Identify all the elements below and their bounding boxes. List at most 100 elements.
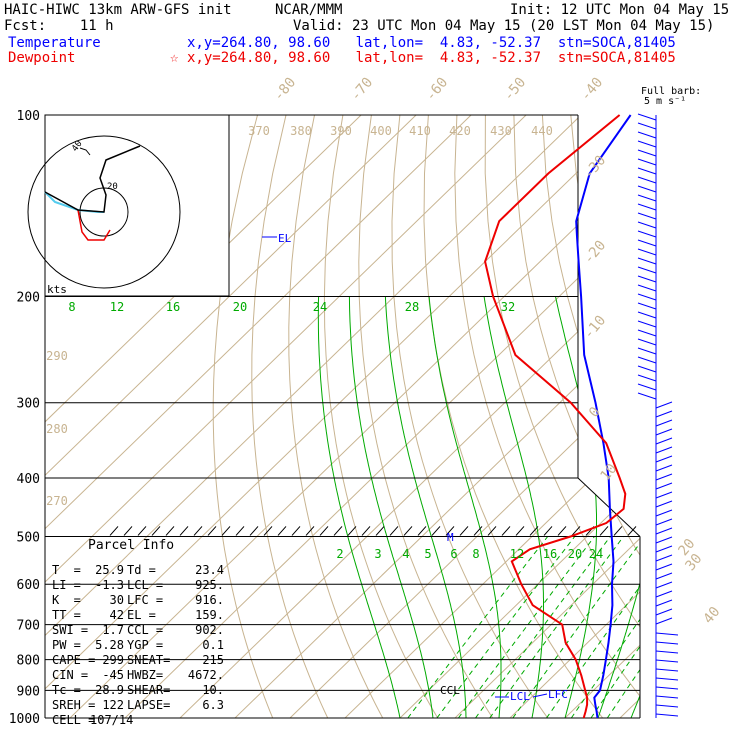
parcel-info-cell: 122: [102, 698, 124, 712]
moist-adiabat: [317, 296, 401, 718]
level-marker: LFC: [548, 688, 568, 701]
wind-barb: [637, 248, 657, 256]
mixing-ratio-label: 28: [405, 300, 419, 314]
wind-barb: [637, 185, 657, 193]
isotherm-line: [45, 115, 582, 718]
theta-label: 390: [330, 124, 352, 138]
pressure-label: 300: [17, 397, 40, 412]
isotherm-line: [234, 115, 640, 718]
hodograph-ring-outer: [27, 135, 181, 289]
parcel-info-cell: Td =: [127, 563, 156, 577]
theta-label: 400: [370, 124, 392, 138]
wind-barb: [655, 455, 673, 463]
hatch-mark: [473, 526, 483, 536]
mixing-ratio-label: 8: [68, 300, 75, 314]
parcel-info-cell: 107/14: [90, 713, 134, 727]
wind-barb: [655, 491, 673, 499]
parcel-info-cell: SHEAR=: [127, 683, 171, 697]
parcel-info-cell: CCL =: [127, 623, 164, 637]
hatch-mark: [389, 526, 399, 536]
dry-adiabat: [627, 115, 640, 718]
moist-adiabat: [483, 296, 544, 718]
hatch-mark: [515, 526, 525, 536]
dry-adiabat: [454, 115, 640, 718]
dewpoint-line: [484, 114, 627, 719]
isotherm-label: -30: [581, 153, 610, 183]
wind-barb: [655, 713, 679, 717]
moist-label: 16: [543, 547, 557, 561]
theta-label: 270: [46, 494, 68, 508]
hatch-mark: [431, 526, 441, 536]
moist-label: 8: [472, 547, 479, 561]
profiles: [484, 114, 632, 719]
wind-barb: [637, 158, 657, 166]
wind-barb: [637, 266, 657, 274]
parcel-info-cell: PW =: [52, 638, 81, 652]
isotherm-line: [45, 115, 527, 718]
dewpoint-legend: Dewpoint: [8, 50, 76, 66]
parcel-info-cell: 10.: [202, 683, 224, 697]
hodograph-units: kts: [47, 283, 67, 296]
parcel-info-cell: LFC =: [127, 593, 164, 607]
hodograph-trace-top: [79, 147, 91, 156]
hatch-mark: [529, 526, 539, 536]
parcel-info-cell: 299: [102, 653, 124, 667]
theta-label: 440: [531, 124, 553, 138]
hodograph-frame: [44, 114, 230, 297]
parcel-info-cell: CELL =: [52, 713, 96, 727]
hatch-mark: [501, 526, 511, 536]
hatch-mark: [543, 526, 553, 536]
wind-barb: [637, 122, 657, 130]
hatch-mark: [235, 526, 245, 536]
dry-adiabat: [513, 115, 640, 718]
parcel-info-cell: 42: [109, 608, 124, 622]
lfc-tick: [532, 693, 548, 698]
wind-barb: [637, 167, 657, 175]
hatch-mark: [165, 526, 175, 536]
parcel-info-cell: 23.4: [195, 563, 224, 577]
isotherm-label: 0: [586, 404, 604, 421]
hatch-mark: [109, 526, 119, 536]
parcel-info-panel: Parcel Info T = 25.9 Td = 23.4 LI = -1.3 LCL =…: [52, 536, 282, 740]
wind-barb: [637, 284, 657, 292]
wind-barb: [637, 320, 657, 328]
wind-barb: [637, 383, 657, 391]
parcel-info-cell: SWI =: [52, 623, 89, 637]
wind-barb: [655, 428, 673, 436]
hatch-mark: [291, 526, 301, 536]
isotherm-label: -40: [578, 75, 607, 105]
dry-adiabat: [391, 115, 549, 718]
wind-barb: [655, 632, 679, 636]
moist-label: 12: [510, 547, 524, 561]
dry-adiabat: [212, 115, 274, 718]
hatch-mark: [151, 526, 161, 536]
isotherm-line: [730, 115, 740, 718]
valid-time: Valid: 23 UTC Mon 04 May 15 (20 LST Mon …: [293, 18, 715, 34]
theta-label: 280: [46, 422, 68, 436]
wind-barb: [637, 176, 657, 184]
wind-barb: [655, 419, 673, 427]
hatch-mark: [459, 526, 469, 536]
hatch-mark: [319, 526, 329, 536]
hatch-mark: [571, 526, 581, 536]
isotherm-label: -80: [271, 75, 300, 105]
isotherm-line: [45, 115, 417, 718]
mixing-ratio-line: [407, 536, 549, 718]
mixing-ratio-line: [489, 536, 624, 718]
hatch-mark: [417, 526, 427, 536]
wind-barb: [655, 608, 673, 616]
parcel-info-cell: -1.3: [95, 578, 124, 592]
parcel-info-title: Parcel Info: [88, 538, 175, 553]
pressure-label: 100: [17, 109, 40, 124]
isotherm-label: 10: [597, 461, 620, 484]
wind-barb: [655, 659, 679, 663]
wind-barb: [655, 554, 673, 562]
pressure-label: 1000: [9, 712, 40, 727]
wind-barb: [655, 686, 679, 690]
dry-adiabat: [713, 115, 740, 718]
isotherm-line: [344, 115, 640, 718]
wind-barb: [637, 149, 657, 157]
theta-label: 380: [290, 124, 312, 138]
isotherm-line: [619, 115, 640, 718]
